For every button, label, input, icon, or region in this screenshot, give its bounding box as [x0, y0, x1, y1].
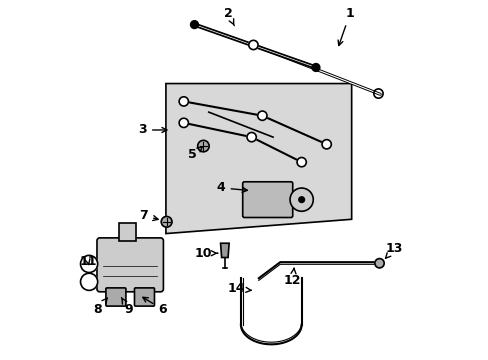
Circle shape [81, 255, 98, 273]
Text: 10: 10 [194, 247, 217, 260]
Text: 14: 14 [227, 283, 251, 296]
Text: 3: 3 [138, 123, 166, 136]
Circle shape [257, 111, 266, 120]
Circle shape [179, 97, 188, 106]
Text: 13: 13 [385, 242, 403, 258]
Text: 6: 6 [142, 297, 166, 316]
Polygon shape [165, 84, 351, 234]
Circle shape [246, 132, 256, 142]
Circle shape [161, 216, 172, 227]
Text: 12: 12 [284, 268, 301, 287]
FancyBboxPatch shape [97, 238, 163, 292]
Circle shape [298, 197, 304, 203]
Circle shape [179, 118, 188, 127]
Circle shape [322, 140, 331, 149]
Text: 5: 5 [188, 147, 202, 162]
Ellipse shape [289, 188, 313, 211]
Text: 7: 7 [139, 209, 158, 222]
Bar [119, 223, 135, 241]
FancyBboxPatch shape [134, 288, 154, 306]
Circle shape [190, 21, 198, 28]
Text: 4: 4 [217, 181, 247, 194]
FancyBboxPatch shape [242, 182, 292, 217]
Circle shape [248, 40, 258, 50]
Polygon shape [220, 243, 229, 257]
Text: 11: 11 [79, 255, 97, 268]
Text: 2: 2 [224, 8, 234, 26]
Circle shape [296, 157, 305, 167]
FancyBboxPatch shape [106, 288, 125, 306]
Circle shape [311, 64, 319, 71]
Text: 1: 1 [337, 8, 353, 45]
Circle shape [374, 258, 384, 268]
Text: 8: 8 [94, 298, 107, 316]
Text: 9: 9 [121, 298, 132, 316]
Circle shape [197, 140, 209, 152]
Circle shape [81, 273, 98, 291]
